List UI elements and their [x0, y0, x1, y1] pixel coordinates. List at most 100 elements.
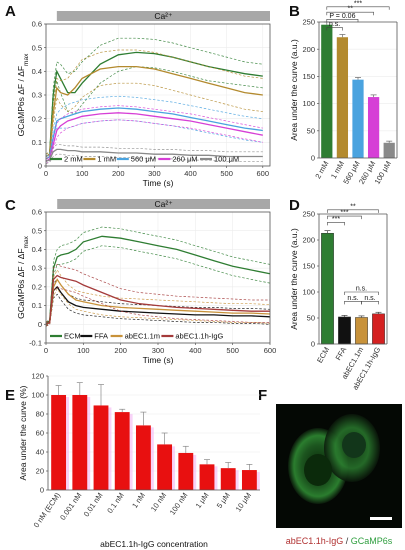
tick-label-y: 100 — [302, 288, 315, 297]
panel-label-d: D — [289, 197, 300, 214]
y-axis-label: GCaMP6s ΔF / ΔFmax — [16, 53, 30, 136]
series-upper-bound — [45, 278, 271, 323]
y-axis-label: Area under the curve (a.u.) — [289, 228, 299, 330]
series-line — [45, 278, 271, 325]
tick-label-x: 100 — [76, 169, 89, 178]
bar — [321, 232, 334, 345]
significance-label: n.s. — [329, 21, 340, 28]
significance-label: n.s. — [347, 295, 358, 302]
tick-label-x: 300 — [152, 346, 165, 355]
series-line — [45, 107, 263, 160]
significance-bracket — [327, 222, 345, 226]
significance-label: *** — [332, 216, 340, 223]
bar — [336, 37, 349, 159]
tick-label-x: 400 — [184, 169, 197, 178]
panel-label-c: C — [5, 197, 16, 214]
tick-label-y: 0.6 — [32, 20, 42, 29]
category-label: 5 μM — [215, 491, 232, 510]
cell-nucleus-left — [304, 454, 332, 486]
x-axis-label: Time (s) — [143, 355, 174, 365]
significance-label: P = 0.06 — [329, 13, 355, 20]
series-lower-bound — [45, 287, 271, 327]
category-label: 10 nM — [149, 491, 168, 513]
y-axis-label-main: GCaMP6s ΔF / ΔF — [16, 248, 26, 318]
legend-label: 1 mM — [97, 155, 116, 164]
chart-e: 0 20 40 60 80 100 120 0 nM (ECM)0.001 nM0.01 nM… — [18, 372, 260, 549]
significance-bracket — [326, 6, 390, 10]
x-axis-label: abEC1.1h-IgG concentration — [100, 539, 208, 549]
tick-label-x: 500 — [226, 346, 239, 355]
tick-label-y: 40 — [36, 448, 44, 457]
bar — [372, 313, 385, 345]
bar — [72, 395, 88, 490]
tick-label-y: 0.3 — [32, 91, 42, 100]
tick-label-y: 0.5 — [32, 43, 42, 52]
significance-label: n.s. — [356, 286, 367, 293]
tick-label-x: 600 — [264, 346, 277, 355]
legend-label: 260 μM — [172, 155, 197, 164]
cell-nucleus-right — [342, 432, 366, 458]
series-upper-bound — [45, 105, 263, 160]
tick-label-x: 0 — [44, 346, 48, 355]
y-axis-label: Area under the curve (a.u.) — [289, 39, 299, 141]
bar — [338, 316, 351, 345]
chart-c: Ca²⁺-0.100.10.20.30.40.50.60 100 200 300 400… — [16, 199, 276, 365]
series-line — [45, 285, 271, 325]
tick-label-y: 0.1 — [32, 301, 42, 310]
bar — [157, 444, 173, 490]
significance-label: n.s. — [364, 295, 375, 302]
significance-bracket — [326, 27, 343, 31]
category-label: 100 nM — [168, 491, 190, 517]
bar — [383, 142, 395, 158]
tick-label-y: 0.2 — [32, 114, 42, 123]
y-axis-label: Area under the curve (%) — [18, 385, 28, 480]
micrograph-caption: abEC1.1h-IgG / GCaMP6s — [286, 536, 393, 546]
y-axis-label: GCaMP6s ΔF / ΔFmax — [16, 235, 30, 318]
legend-label: ECM — [64, 332, 81, 341]
bar — [93, 405, 109, 490]
series-upper-bound — [45, 263, 270, 323]
series-lower-bound — [45, 82, 263, 160]
tick-label-y: 0 — [38, 162, 42, 171]
series-line — [45, 235, 271, 325]
tick-label-y: 0 — [311, 154, 315, 163]
tick-label-x: 200 — [114, 346, 127, 355]
tick-label-x: 400 — [189, 346, 202, 355]
significance-bracket — [327, 209, 379, 213]
significance-label: *** — [354, 0, 362, 7]
tick-label-x: 300 — [148, 169, 161, 178]
bar — [355, 317, 368, 345]
tick-label-x: 600 — [257, 169, 270, 178]
significance-bracket — [326, 18, 359, 23]
bar — [321, 24, 333, 158]
significance-bracket — [344, 291, 379, 295]
tick-label-y: 150 — [302, 262, 315, 271]
bar — [114, 412, 130, 490]
bar — [51, 395, 67, 490]
series-line — [45, 274, 270, 325]
category-label: FFA — [334, 346, 349, 362]
tick-label-y: 0.5 — [32, 226, 42, 235]
panel-label-e: E — [5, 387, 15, 404]
series-lower-bound — [45, 245, 271, 327]
category-label: 2 mM — [313, 160, 330, 181]
tick-label-x: 200 — [112, 169, 125, 178]
bar — [199, 464, 215, 490]
y-axis-label-sub: max — [23, 53, 30, 66]
series-line — [45, 148, 263, 162]
panel-label-a: A — [5, 3, 16, 20]
caption-sep: / — [343, 536, 351, 546]
category-label: 10 μM — [234, 491, 253, 513]
significance-label: ** — [347, 6, 353, 13]
category-label: 1 nM — [130, 491, 147, 510]
tick-label-y: 0.1 — [32, 138, 42, 147]
tick-label-y: 0 — [38, 320, 42, 329]
bar — [220, 468, 236, 490]
bar — [135, 425, 151, 490]
tick-label-y: 60 — [36, 429, 44, 438]
category-label: 0.001 nM — [58, 491, 83, 522]
caption-green: GCaMP6s — [351, 536, 393, 546]
micrograph-f: abEC1.1h-IgG / GCaMP6s — [276, 404, 402, 546]
series-upper-bound — [45, 269, 271, 323]
